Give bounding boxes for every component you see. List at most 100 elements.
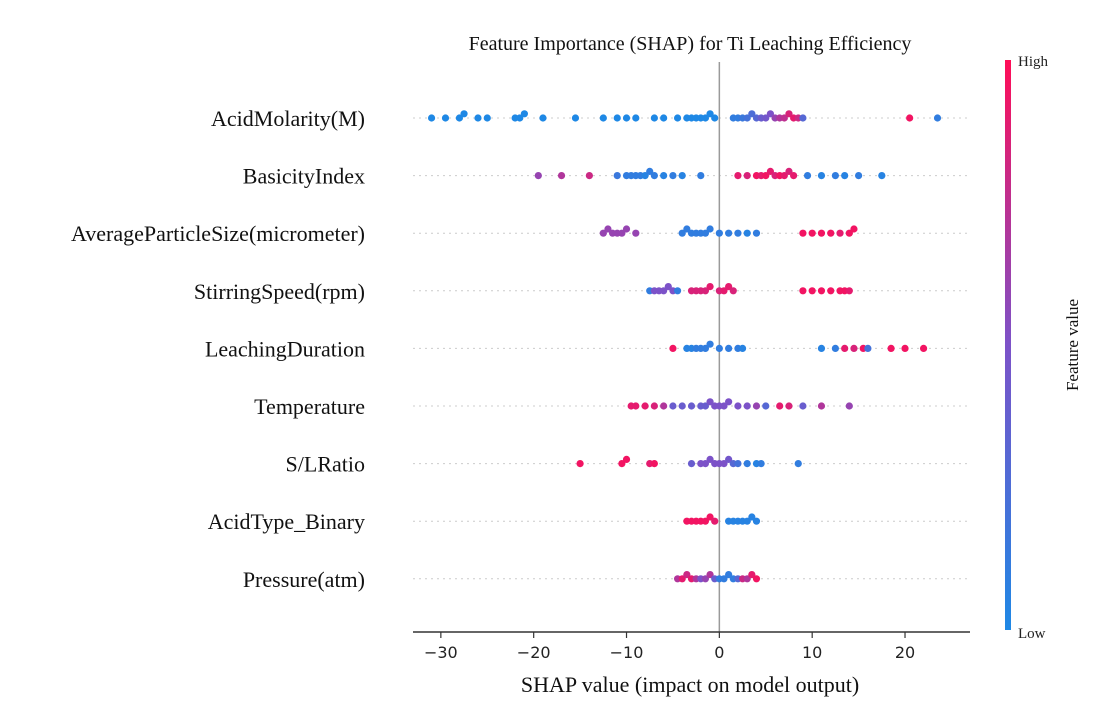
feature-label: Pressure(atm) [243,567,365,592]
shap-point [664,283,672,291]
shap-point [516,114,524,122]
shap-point [660,402,668,410]
x-axis-ticks: −30 −20 −10 0 10 20 [424,632,915,662]
shap-point [706,340,714,348]
shap-point [706,398,714,406]
shap-point [701,402,710,410]
shap-point [808,287,816,295]
shap-point [762,114,770,122]
shap-point [725,571,733,579]
shap-point [738,344,747,352]
shap-point [715,344,723,352]
shap-point [534,172,542,180]
shap-point [729,287,737,295]
shap-point [841,344,849,352]
shap-point [785,110,793,118]
x-tick-label: 10 [802,643,822,662]
shap-point [632,229,640,237]
shap-point [427,114,436,122]
shap-point [743,172,751,180]
shap-point [780,114,788,122]
feature-label: S/LRatio [286,452,365,477]
shap-point [683,571,691,579]
shap-point [669,344,677,352]
shap-point [701,575,710,583]
shap-point [673,287,682,295]
shap-point [799,114,807,122]
shap-point [817,287,826,295]
shap-point [711,114,719,122]
colorbar-low-label: Low [1018,626,1046,642]
shap-point [864,344,872,352]
shap-point [831,172,839,180]
shap-point [604,225,612,233]
shap-point [734,402,742,410]
shap-point [683,225,691,233]
feature-label: LeachingDuration [205,336,365,361]
shap-point [618,229,626,237]
shap-point [660,114,668,122]
shap-point [650,402,658,410]
shap-point [799,402,807,410]
colorbar [1005,60,1011,630]
shap-point [785,167,793,175]
shap-point [641,402,649,410]
shap-point [850,225,858,233]
shap-point [706,283,714,291]
shap-point [752,229,761,237]
shap-point [720,287,728,295]
x-tick-label: −10 [610,643,644,662]
shap-point [720,460,728,468]
shap-point [701,229,710,237]
shap-point [817,402,826,410]
shap-point [650,460,658,468]
shap-point [734,172,742,180]
shap-point [919,344,928,352]
shap-point [799,287,807,295]
shap-point [632,402,640,410]
shap-point [585,172,593,180]
shap-point [720,402,728,410]
shap-point [803,172,812,180]
shap-point [766,167,775,175]
feature-labels: AcidMolarity(M) BasicityIndex AverageParti… [71,106,365,592]
shap-point [817,172,826,180]
shap-point [618,460,626,468]
shap-point [678,402,686,410]
feature-label: AcidType_Binary [208,509,365,534]
shap-point [841,172,849,180]
shap-point [827,287,835,295]
chart-title: Feature Importance (SHAP) for Ti Leachin… [469,33,912,55]
shap-point [641,172,649,180]
shap-point [743,229,751,237]
shap-point [701,114,710,122]
shap-point [762,172,770,180]
shap-point [734,460,742,468]
shap-point [622,455,631,463]
shap-point [701,287,710,295]
shap-point [613,172,621,180]
shap-point [613,114,621,122]
shap-point [785,402,793,410]
shap-point [706,110,714,118]
shap-point [878,172,886,180]
shap-point [901,344,909,352]
shap-point [855,172,863,180]
shap-point [669,402,677,410]
shap-point [701,460,710,468]
shap-point [441,114,450,122]
shap-point [673,114,682,122]
x-tick-label: 20 [895,643,915,662]
shap-point [706,455,714,463]
shap-point [474,114,482,122]
shap-point [757,460,765,468]
shap-point [725,398,733,406]
feature-label: Temperature [254,394,365,419]
shap-point [776,402,784,410]
colorbar-high-label: High [1018,54,1049,70]
shap-point [539,114,547,122]
shap-point [715,229,723,237]
shap-point [743,517,751,525]
shap-point [845,402,853,410]
